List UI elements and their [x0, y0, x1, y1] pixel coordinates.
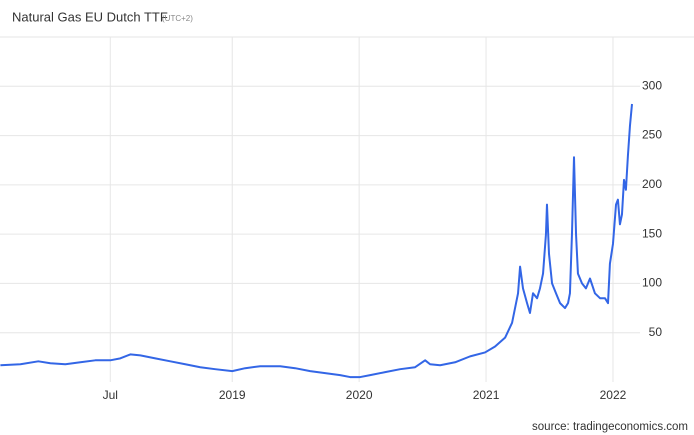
- price-line: [0, 103, 633, 379]
- source-note: source: tradingeconomics.com: [532, 421, 688, 433]
- y-tick-label: 50: [649, 325, 663, 339]
- x-tick-label: 2022: [600, 388, 627, 402]
- y-tick-label: 300: [642, 78, 662, 92]
- y-tick-label: 150: [642, 226, 662, 240]
- x-tick-label: 2021: [473, 388, 500, 402]
- chart-subtitle: (UTC+2): [162, 14, 193, 23]
- y-tick-label: 250: [642, 128, 662, 142]
- x-tick-label: Jul: [103, 388, 118, 402]
- chart-title: Natural Gas EU Dutch TTF: [12, 9, 168, 24]
- y-tick-label: 200: [642, 177, 662, 191]
- y-tick-label: 100: [642, 276, 662, 290]
- x-tick-label: 2019: [219, 388, 246, 402]
- x-tick-label: 2020: [346, 388, 373, 402]
